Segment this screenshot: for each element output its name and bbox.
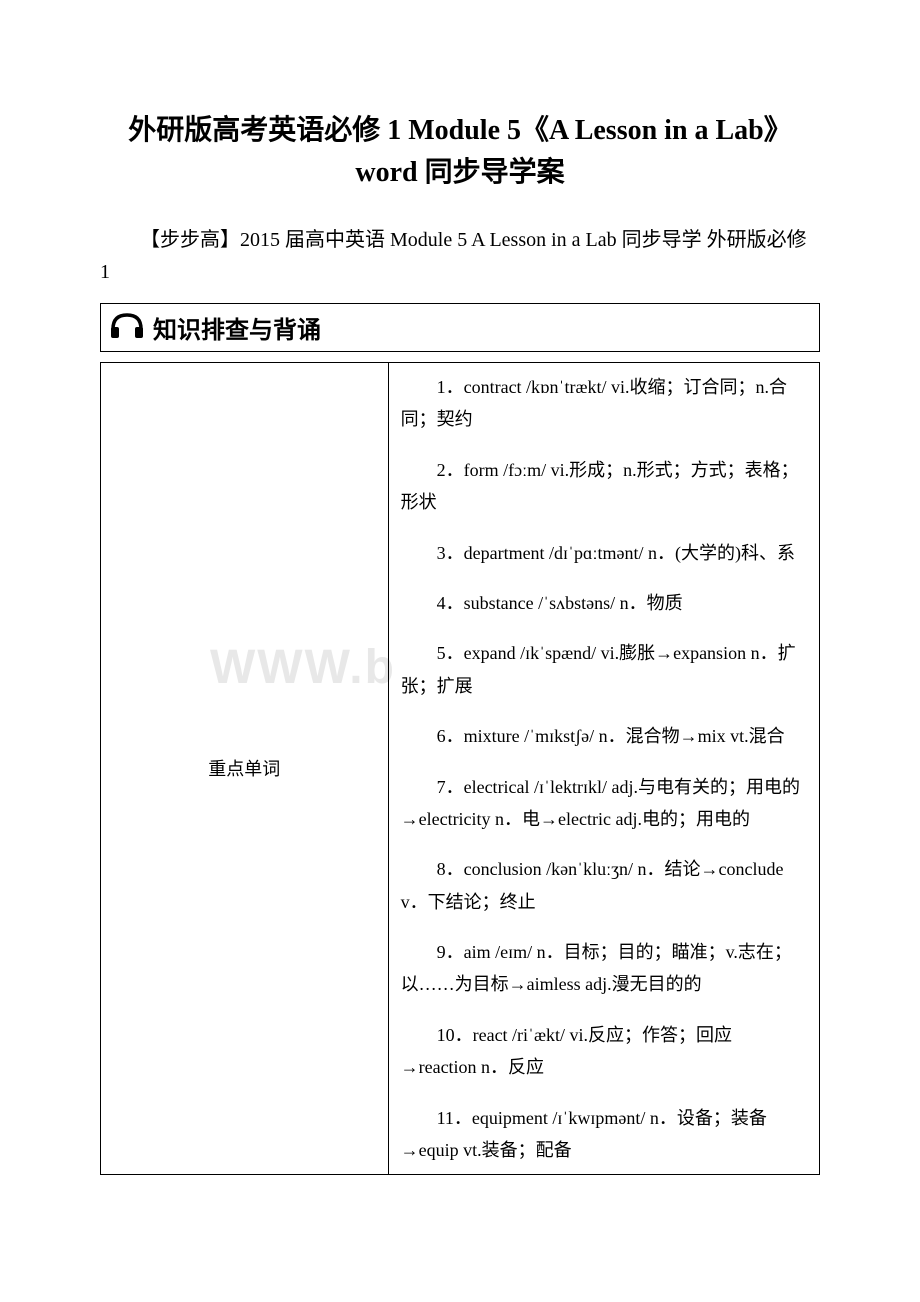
vocab-entry: 4．substance /ˈsʌbstəns/ n．物质: [401, 587, 807, 619]
vocabulary-table: 重点单词 1．contract /kɒnˈtrækt/ vi.收缩；订合同；n.…: [100, 362, 820, 1175]
vocab-entry: 6．mixture /ˈmɪkstʃə/ n．混合物→mix vt.混合: [401, 720, 807, 752]
vocab-entry: 3．department /dɪˈpɑːtmənt/ n．(大学的)科、系: [401, 537, 807, 569]
vocab-entry: 9．aim /eɪm/ n．目标；目的；瞄准；v.志在；以……为目标→aimle…: [401, 936, 807, 1001]
vocab-entry: 7．electrical /ɪˈlektrɪkl/ adj.与电有关的；用电的→…: [401, 771, 807, 836]
vocabulary-cell: 1．contract /kɒnˈtrækt/ vi.收缩；订合同；n.合同；契约…: [388, 363, 819, 1175]
vocab-entry: 2．form /fɔːm/ vi.形成；n.形式；方式；表格；形状: [401, 454, 807, 519]
vocab-entry: 5．expand /ɪkˈspænd/ vi.膨胀→expansion n．扩张…: [401, 637, 807, 702]
vocab-entry: 8．conclusion /kənˈkluːʒn/ n．结论→conclude …: [401, 853, 807, 918]
document-subtitle: 【步步高】2015 届高中英语 Module 5 A Lesson in a L…: [100, 224, 820, 288]
document-title: 外研版高考英语必修 1 Module 5《A Lesson in a Lab》w…: [100, 110, 820, 194]
vocab-entry: 10．react /riˈækt/ vi.反应；作答；回应→reaction n…: [401, 1019, 807, 1084]
section-header: 知识排查与背诵: [101, 304, 819, 351]
headphones-icon: [109, 311, 145, 344]
category-cell: 重点单词: [101, 363, 389, 1175]
section-title: 知识排查与背诵: [153, 310, 321, 345]
section-header-container: 知识排查与背诵: [100, 303, 820, 352]
vocab-entry: 11．equipment /ɪˈkwɪpmənt/ n．设备；装备→equip …: [401, 1102, 807, 1167]
vocab-entry: 1．contract /kɒnˈtrækt/ vi.收缩；订合同；n.合同；契约: [401, 371, 807, 436]
table-row: 重点单词 1．contract /kɒnˈtrækt/ vi.收缩；订合同；n.…: [101, 363, 820, 1175]
